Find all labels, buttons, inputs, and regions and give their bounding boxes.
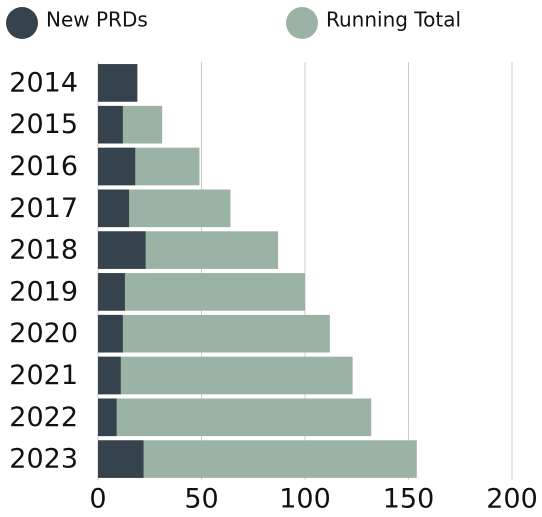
bar <box>98 273 125 311</box>
bar <box>98 64 138 102</box>
y-tick-label: 2018 <box>9 235 78 266</box>
x-tick-label: 50 <box>184 484 218 515</box>
y-tick-label: 2022 <box>9 402 78 433</box>
y-tick-label: 2021 <box>9 360 78 391</box>
bar <box>98 356 121 395</box>
bar <box>98 398 372 437</box>
x-tick-label: 150 <box>383 484 435 515</box>
y-tick-label: 2023 <box>9 444 78 475</box>
x-tick-label: 0 <box>89 484 106 515</box>
x-tick-label: 200 <box>486 484 538 515</box>
y-tick-label: 2015 <box>9 109 78 140</box>
legend-label: Running Total <box>326 8 461 32</box>
y-tick-label: 2017 <box>9 193 78 224</box>
bar <box>98 231 146 269</box>
bar <box>98 105 123 144</box>
x-tick-label: 100 <box>279 484 331 515</box>
bar <box>98 440 417 478</box>
y-tick-label: 2016 <box>9 151 78 182</box>
bar <box>98 314 330 353</box>
bar <box>98 273 305 311</box>
bar <box>98 440 144 478</box>
bar <box>98 398 117 437</box>
bar <box>98 356 353 395</box>
bar <box>98 189 130 228</box>
bar <box>98 314 123 353</box>
y-tick-label: 2020 <box>9 318 78 349</box>
legend-label: New PRDs <box>46 8 148 32</box>
y-tick-label: 2019 <box>9 276 78 307</box>
legend-swatch <box>286 7 318 39</box>
legend-swatch <box>6 7 38 39</box>
bar <box>98 147 136 186</box>
y-tick-label: 2014 <box>9 67 78 98</box>
